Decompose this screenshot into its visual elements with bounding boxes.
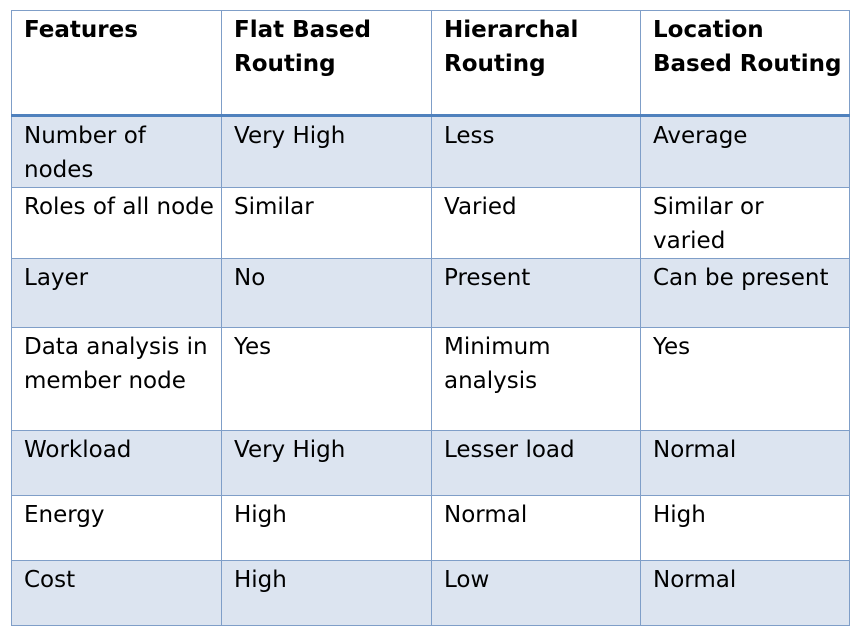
flat-cell: No xyxy=(221,258,432,328)
header-row: Features Flat Based Routing Hierarchal R… xyxy=(11,10,850,117)
feature-cell: Workload xyxy=(11,430,222,496)
table-row: Energy High Normal High xyxy=(11,495,850,561)
location-cell: Yes xyxy=(640,327,850,431)
flat-cell: Very High xyxy=(221,115,432,188)
header-location-based-routing: Location Based Routing xyxy=(640,10,850,117)
hierarchal-cell: Less xyxy=(431,115,641,188)
feature-cell: Layer xyxy=(11,258,222,328)
table-row: Workload Very High Lesser load Normal xyxy=(11,430,850,496)
table-row: Number of nodes Very High Less Average xyxy=(11,115,850,188)
hierarchal-cell: Lesser load xyxy=(431,430,641,496)
flat-cell: High xyxy=(221,495,432,561)
table-row: Data analysis in member node Yes Minimum… xyxy=(11,327,850,431)
flat-cell: Similar xyxy=(221,187,432,259)
location-cell: Similar or varied xyxy=(640,187,850,259)
hierarchal-cell: Varied xyxy=(431,187,641,259)
hierarchal-cell: Present xyxy=(431,258,641,328)
location-cell: High xyxy=(640,495,850,561)
location-cell: Can be present xyxy=(640,258,850,328)
location-cell: Average xyxy=(640,115,850,188)
header-hierarchal-routing: Hierarchal Routing xyxy=(431,10,641,117)
location-cell: Normal xyxy=(640,560,850,626)
header-flat-based-routing: Flat Based Routing xyxy=(221,10,432,117)
flat-cell: Yes xyxy=(221,327,432,431)
table-row: Layer No Present Can be present xyxy=(11,258,850,328)
hierarchal-cell: Minimum analysis xyxy=(431,327,641,431)
table-row: Cost High Low Normal xyxy=(11,560,850,626)
feature-cell: Roles of all node xyxy=(11,187,222,259)
location-cell: Normal xyxy=(640,430,850,496)
hierarchal-cell: Normal xyxy=(431,495,641,561)
flat-cell: High xyxy=(221,560,432,626)
feature-cell: Cost xyxy=(11,560,222,626)
feature-cell: Data analysis in member node xyxy=(11,327,222,431)
header-features: Features xyxy=(11,10,222,117)
routing-comparison-table: Features Flat Based Routing Hierarchal R… xyxy=(11,10,850,626)
feature-cell: Number of nodes xyxy=(11,115,222,188)
feature-cell: Energy xyxy=(11,495,222,561)
table-row: Roles of all node Similar Varied Similar… xyxy=(11,187,850,259)
flat-cell: Very High xyxy=(221,430,432,496)
hierarchal-cell: Low xyxy=(431,560,641,626)
